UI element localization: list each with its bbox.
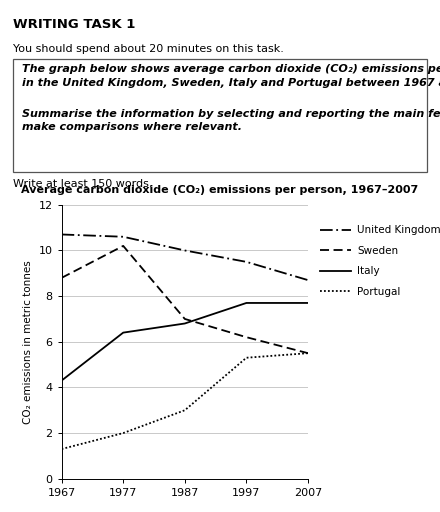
Text: The graph below shows average carbon dioxide (CO₂) emissions per person
in the U: The graph below shows average carbon dio…: [22, 64, 440, 88]
Text: Write at least 150 words.: Write at least 150 words.: [13, 179, 153, 189]
Text: You should spend about 20 minutes on this task.: You should spend about 20 minutes on thi…: [13, 44, 284, 54]
Text: Average carbon dioxide (CO₂) emissions per person, 1967–2007: Average carbon dioxide (CO₂) emissions p…: [22, 184, 418, 195]
Text: WRITING TASK 1: WRITING TASK 1: [13, 18, 136, 31]
Y-axis label: CO₂ emissions in metric tonnes: CO₂ emissions in metric tonnes: [23, 260, 33, 423]
Legend: United Kingdom, Sweden, Italy, Portugal: United Kingdom, Sweden, Italy, Portugal: [320, 225, 440, 296]
Text: Summarise the information by selecting and reporting the main features, and
make: Summarise the information by selecting a…: [22, 109, 440, 132]
